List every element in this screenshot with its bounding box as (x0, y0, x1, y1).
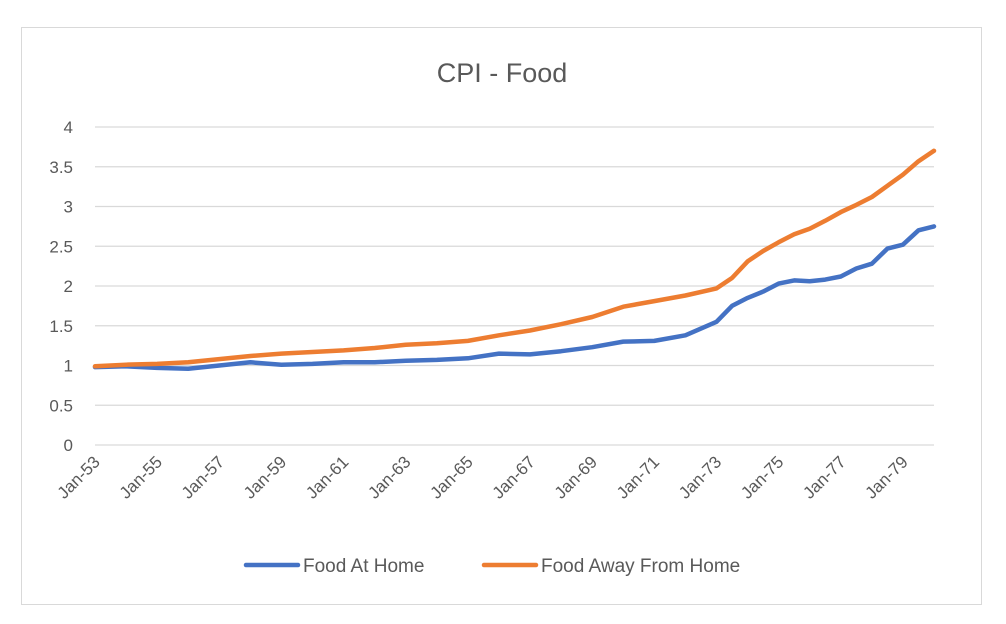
y-tick-label: 0 (64, 436, 73, 455)
chart-area: CPI - Food 0 0.5 1 1.5 2 2.5 3 3.5 4 Jan-53 Jan-5… (21, 27, 982, 605)
x-axis-tick-labels: Jan-53 Jan-55 Jan-57 Jan-59 Jan-61 Jan-63 Jan-… (54, 452, 912, 502)
y-tick-label: 2 (64, 277, 73, 296)
legend: Food At Home Food Away From Home (243, 556, 740, 577)
series-lines (92, 148, 937, 371)
x-tick-label: Jan-79 (862, 452, 912, 502)
x-tick-label: Jan-71 (613, 452, 663, 502)
y-tick-label: 2.5 (49, 237, 73, 256)
x-tick-label: Jan-75 (737, 452, 787, 502)
x-tick-label: Jan-61 (302, 452, 352, 502)
x-tick-label: Jan-55 (116, 452, 166, 502)
x-tick-label: Jan-73 (675, 452, 725, 502)
legend-label: Food At Home (303, 556, 424, 577)
x-tick-label: Jan-77 (799, 452, 849, 502)
x-tick-label: Jan-69 (551, 452, 601, 502)
cpi-food-line-chart: CPI - Food 00.511.522.533.54 Jan-53 Jan-5… (49, 58, 937, 577)
food-away-from-home-line (92, 148, 937, 369)
y-tick-label: 0.5 (49, 396, 73, 415)
x-tick-label: Jan-63 (364, 452, 414, 502)
y-tick-label: 4 (64, 118, 73, 137)
x-tick-label: Jan-59 (240, 452, 290, 502)
chart-title: CPI - Food (437, 58, 568, 88)
legend-item-food-away-from-home: Food Away From Home (481, 556, 740, 577)
food-at-home-line (92, 224, 937, 371)
y-tick-label: 1.5 (49, 317, 73, 336)
y-axis-tick-labels: 0 0.5 1 1.5 2 2.5 3 3.5 4 (49, 118, 73, 455)
legend-label: Food Away From Home (541, 556, 740, 577)
y-tick-label: 3.5 (49, 158, 73, 177)
x-tick-label: Jan-65 (427, 452, 477, 502)
gridlines (95, 126, 934, 446)
legend-item-food-at-home: Food At Home (243, 556, 424, 577)
y-tick-label: 3 (64, 198, 73, 217)
x-tick-label: Jan-67 (489, 452, 539, 502)
y-tick-label: 1 (64, 357, 73, 376)
x-tick-label: Jan-53 (54, 452, 104, 502)
x-tick-label: Jan-57 (178, 452, 228, 502)
